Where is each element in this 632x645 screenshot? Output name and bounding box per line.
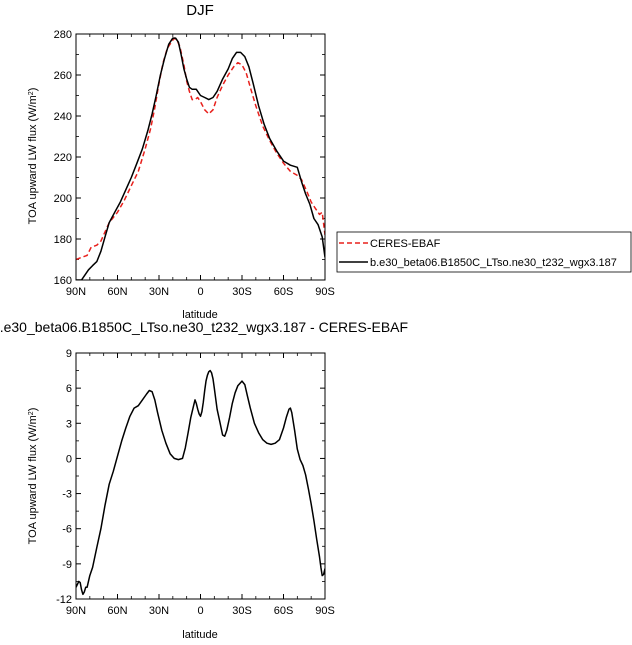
top-y-tick-label: 180 xyxy=(54,234,72,246)
bottom-series-line-0 xyxy=(76,369,325,596)
bottom-axis-tick-labels: 90N 60N 30N 0 30S 60S 90S -12 -9 -6 -3 0 3 6 9 xyxy=(56,348,335,617)
top-axis-ticks xyxy=(75,33,326,281)
bottom-y-axis-label: TOA upward LW flux (W/m2) xyxy=(27,408,39,545)
top-x-tick-label: 60S xyxy=(274,286,294,298)
top-y-axis-label-sup: 2 xyxy=(28,91,35,95)
top-x-tick-label: 90S xyxy=(315,286,335,298)
bottom-panel-difference: b.e30_beta06.B1850C_LTso.ne30_t232_wgx3.… xyxy=(0,319,408,641)
bottom-x-tick-label: 60S xyxy=(274,605,294,617)
top-y-tick-label: 280 xyxy=(54,29,72,41)
bottom-y-tick-label: -6 xyxy=(62,524,72,536)
legend-label-ceres: CERES-EBAF xyxy=(370,238,441,250)
bottom-x-axis-label: latitude xyxy=(182,629,217,641)
top-y-tick-label: 200 xyxy=(54,193,72,205)
bottom-chart-title: b.e30_beta06.B1850C_LTso.ne30_t232_wgx3.… xyxy=(0,319,408,335)
top-y-axis-label-close: ) xyxy=(27,88,39,92)
bottom-series-layer xyxy=(76,369,325,596)
bottom-x-tick-label: 30N xyxy=(149,605,169,617)
top-y-tick-label: 160 xyxy=(54,275,72,287)
bottom-y-tick-label: 3 xyxy=(66,418,72,430)
bottom-x-tick-label: 90N xyxy=(66,605,86,617)
bottom-y-tick-label: 0 xyxy=(66,453,72,465)
bottom-x-tick-label: 0 xyxy=(197,605,203,617)
bottom-y-tick-label: -3 xyxy=(62,489,72,501)
top-x-tick-label: 30N xyxy=(149,286,169,298)
top-x-tick-label: 60N xyxy=(107,286,127,298)
bottom-plot-frame xyxy=(75,352,326,600)
bottom-y-tick-label: 9 xyxy=(66,348,72,360)
legend-label-model: b.e30_beta06.B1850C_LTso.ne30_t232_wgx3.… xyxy=(370,257,617,269)
top-y-axis-label-main: TOA upward LW flux (W/m xyxy=(27,95,39,224)
legend: CERES-EBAF b.e30_beta06.B1850C_LTso.ne30… xyxy=(336,231,632,273)
bottom-y-axis-label-sup: 2 xyxy=(28,411,35,415)
top-plot-frame xyxy=(75,33,326,281)
top-axis-tick-labels: 90N 60N 30N 0 30S 60S 90S 160 180 200 220 240 260 280 xyxy=(54,29,335,298)
top-y-axis-label-text: TOA upward LW flux (W/m2) xyxy=(27,88,39,225)
bottom-y-axis-label-text: TOA upward LW flux (W/m2) xyxy=(27,408,39,545)
top-series-line-0 xyxy=(76,37,325,261)
top-panel-flux-comparison: DJF TOA upward LW flux (W/m2) latitude 9… xyxy=(27,2,335,321)
top-y-tick-label: 240 xyxy=(54,111,72,123)
top-y-axis-label: TOA upward LW flux (W/m2) xyxy=(27,88,39,225)
top-x-tick-label: 30S xyxy=(232,286,252,298)
bottom-x-tick-label: 90S xyxy=(315,605,335,617)
top-y-tick-label: 260 xyxy=(54,70,72,82)
bottom-y-axis-label-main: TOA upward LW flux (W/m xyxy=(27,415,39,544)
bottom-axis-ticks xyxy=(75,352,326,600)
bottom-y-axis-label-close: ) xyxy=(27,408,39,412)
bottom-x-tick-label: 60N xyxy=(107,605,127,617)
top-x-tick-label: 0 xyxy=(197,286,203,298)
bottom-y-tick-label: 6 xyxy=(66,383,72,395)
top-x-axis-label: latitude xyxy=(182,309,217,321)
top-chart-title: DJF xyxy=(186,2,214,19)
top-x-tick-label: 90N xyxy=(66,286,86,298)
top-y-tick-label: 220 xyxy=(54,152,72,164)
top-series-line-1 xyxy=(76,37,325,280)
bottom-y-tick-label: -12 xyxy=(56,594,72,606)
top-series-layer xyxy=(76,37,325,280)
bottom-x-tick-label: 30S xyxy=(232,605,252,617)
bottom-y-tick-label: -9 xyxy=(62,559,72,571)
legend-box xyxy=(336,231,632,273)
